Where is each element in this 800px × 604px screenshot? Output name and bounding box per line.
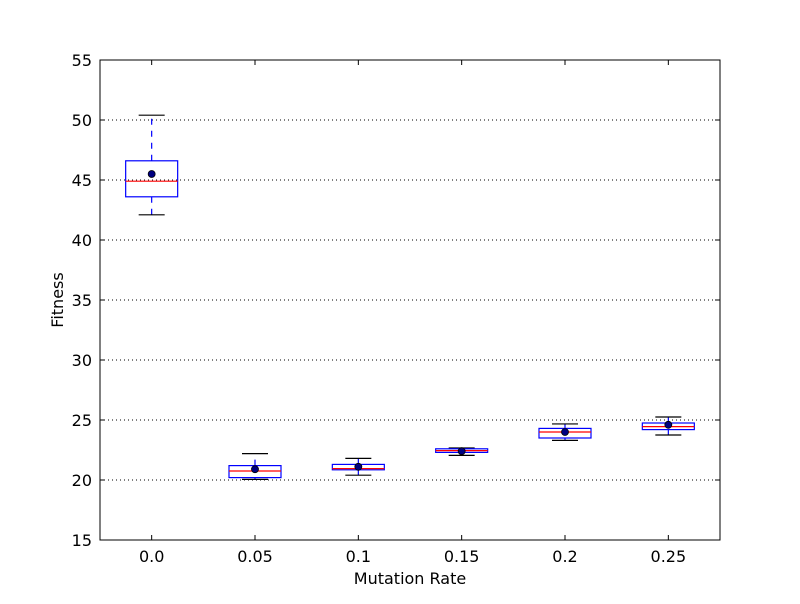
- boxes: [125, 114, 695, 480]
- x-axis-ticks: 0.0 0.05 0.1 0.15 0.2 0.25: [139, 60, 686, 566]
- box-0.05: [228, 453, 282, 480]
- box-0.2: [538, 423, 592, 441]
- y-tick-label: 15: [72, 531, 92, 550]
- mean-point: [147, 170, 156, 178]
- y-tick-label: 20: [72, 471, 92, 490]
- y-axis-ticks: 15 20 25 30 35 40 45 50 55: [72, 51, 720, 550]
- mean-point: [664, 420, 673, 429]
- y-tick-label: 25: [72, 411, 92, 430]
- y-tick-label: 55: [72, 51, 92, 70]
- box-iqr: [125, 160, 179, 198]
- mean-point: [457, 447, 466, 456]
- x-tick-label: 0.0: [139, 547, 164, 566]
- x-tick-label: 0.05: [237, 547, 273, 566]
- mean-point: [561, 428, 569, 436]
- grid-lines: [100, 119, 720, 481]
- box-0.0: [125, 114, 179, 216]
- x-tick-label: 0.2: [552, 547, 577, 566]
- x-tick-label: 0.15: [444, 547, 480, 566]
- mean-point: [251, 465, 259, 474]
- y-axis-label: Fitness: [48, 272, 67, 327]
- box-0.15: [435, 447, 489, 456]
- y-tick-label: 30: [72, 351, 92, 370]
- x-axis-label: Mutation Rate: [354, 569, 466, 588]
- box-0.25: [641, 416, 695, 436]
- y-tick-label: 45: [72, 171, 92, 190]
- mean-point: [354, 462, 363, 471]
- x-tick-label: 0.1: [346, 547, 371, 566]
- y-tick-label: 50: [72, 111, 92, 130]
- y-tick-label: 35: [72, 291, 92, 310]
- box-0.1: [331, 457, 385, 476]
- x-tick-label: 0.25: [651, 547, 687, 566]
- y-tick-label: 40: [72, 231, 92, 250]
